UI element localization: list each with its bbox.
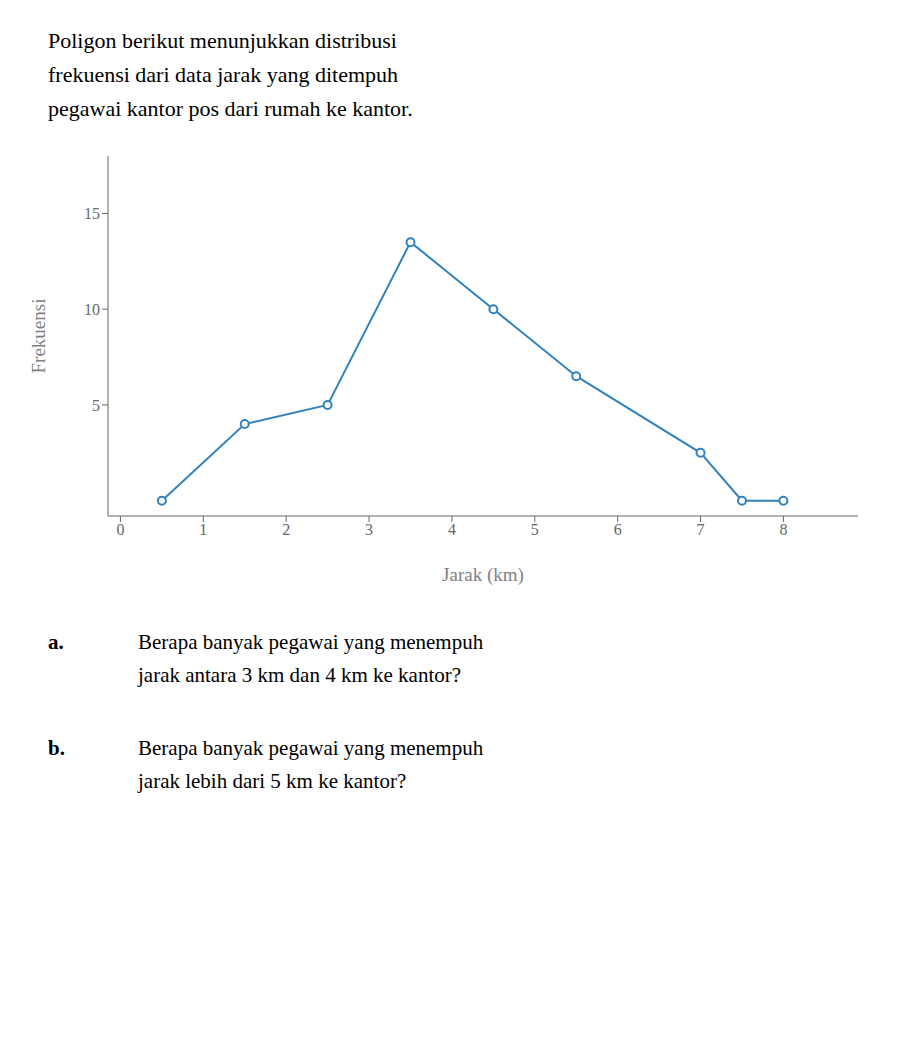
svg-text:5: 5 (531, 521, 539, 538)
svg-text:2: 2 (282, 521, 290, 538)
html-text:b.: b. (48, 736, 65, 760)
svg-text:4: 4 (448, 521, 456, 538)
svg-text:6: 6 (614, 521, 622, 538)
html-text:frekuensi dari data jarak yang: frekuensi dari data jarak yang ditempuh (48, 62, 398, 87)
svg-text:Jarak (km): Jarak (km) (442, 564, 524, 586)
html-text:Berapa banyak pegawai yang men: Berapa banyak pegawai yang menempuh jara… (138, 736, 484, 793)
html-text:pegawai kantor pos dari rumah: pegawai kantor pos dari rumah ke kantor. (48, 96, 413, 121)
html-text:Berapa banyak pegawai yang men: Berapa banyak pegawai yang menempuh jara… (138, 630, 484, 687)
svg-text:8: 8 (779, 521, 787, 538)
svg-text:10: 10 (84, 301, 100, 318)
svg-text:3: 3 (365, 521, 373, 538)
svg-text:1: 1 (199, 521, 207, 538)
svg-text:7: 7 (697, 521, 705, 538)
svg-text:Frekuensi: Frekuensi (28, 299, 49, 374)
svg-text:15: 15 (84, 205, 100, 222)
svg-text:0: 0 (116, 521, 124, 538)
html-text:Poligon berikut menunjukkan di: Poligon berikut menunjukkan distribusi (48, 28, 397, 53)
html-text:a.: a. (48, 630, 64, 654)
svg-text:5: 5 (92, 397, 100, 414)
